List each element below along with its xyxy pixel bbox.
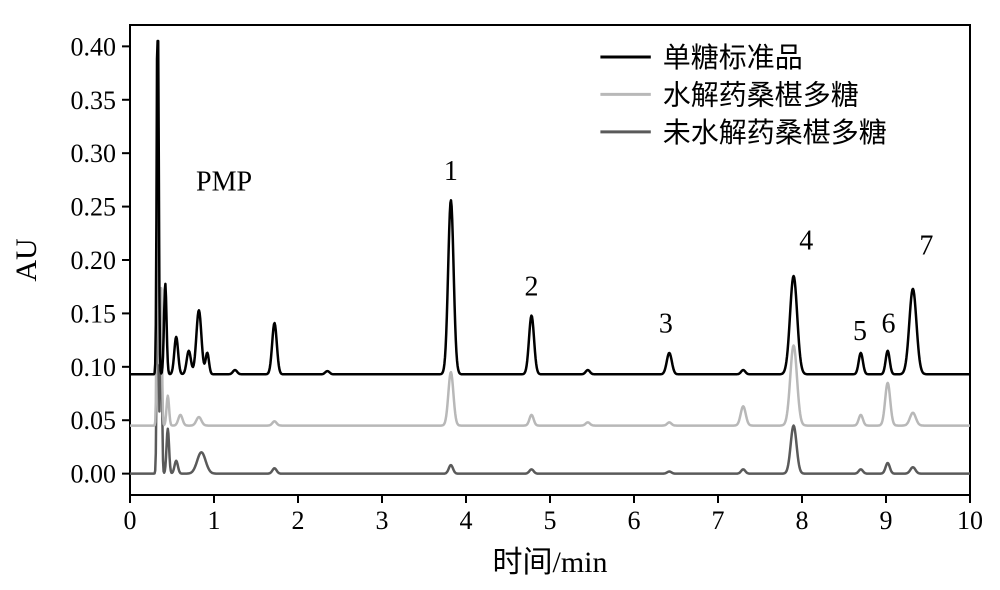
chromatogram-chart: 0123456789100.000.050.100.150.200.250.30… — [0, 0, 1000, 590]
svg-text:水解药桑椹多糖: 水解药桑椹多糖 — [663, 79, 859, 111]
svg-text:0.00: 0.00 — [71, 460, 117, 489]
svg-text:0.35: 0.35 — [71, 86, 117, 115]
svg-text:8: 8 — [796, 506, 809, 535]
svg-text:3: 3 — [376, 506, 389, 535]
svg-text:5: 5 — [544, 506, 557, 535]
svg-text:0.25: 0.25 — [71, 193, 117, 222]
svg-text:7: 7 — [712, 506, 725, 535]
svg-text:0.40: 0.40 — [71, 32, 117, 61]
svg-text:10: 10 — [957, 506, 983, 535]
svg-text:0: 0 — [124, 506, 137, 535]
svg-text:时间/min: 时间/min — [492, 546, 607, 579]
svg-text:2: 2 — [292, 506, 305, 535]
svg-text:6: 6 — [882, 309, 896, 340]
svg-text:1: 1 — [444, 156, 458, 187]
svg-text:2: 2 — [525, 271, 539, 302]
svg-text:5: 5 — [853, 316, 867, 347]
svg-text:未水解药桑椹多糖: 未水解药桑椹多糖 — [663, 117, 887, 149]
svg-text:3: 3 — [659, 309, 673, 340]
svg-text:PMP: PMP — [196, 167, 252, 198]
svg-text:0.30: 0.30 — [71, 139, 117, 168]
svg-text:单糖标准品: 单糖标准品 — [663, 42, 803, 74]
svg-text:4: 4 — [799, 225, 813, 256]
svg-text:AU: AU — [10, 238, 43, 282]
svg-text:1: 1 — [208, 506, 221, 535]
svg-text:7: 7 — [919, 231, 933, 262]
svg-text:0.15: 0.15 — [71, 299, 117, 328]
chart-svg: 0123456789100.000.050.100.150.200.250.30… — [0, 0, 1000, 590]
svg-text:9: 9 — [880, 506, 893, 535]
svg-text:4: 4 — [460, 506, 473, 535]
svg-text:6: 6 — [628, 506, 641, 535]
svg-text:0.20: 0.20 — [71, 246, 117, 275]
svg-text:0.10: 0.10 — [71, 353, 117, 382]
svg-text:0.05: 0.05 — [71, 406, 117, 435]
